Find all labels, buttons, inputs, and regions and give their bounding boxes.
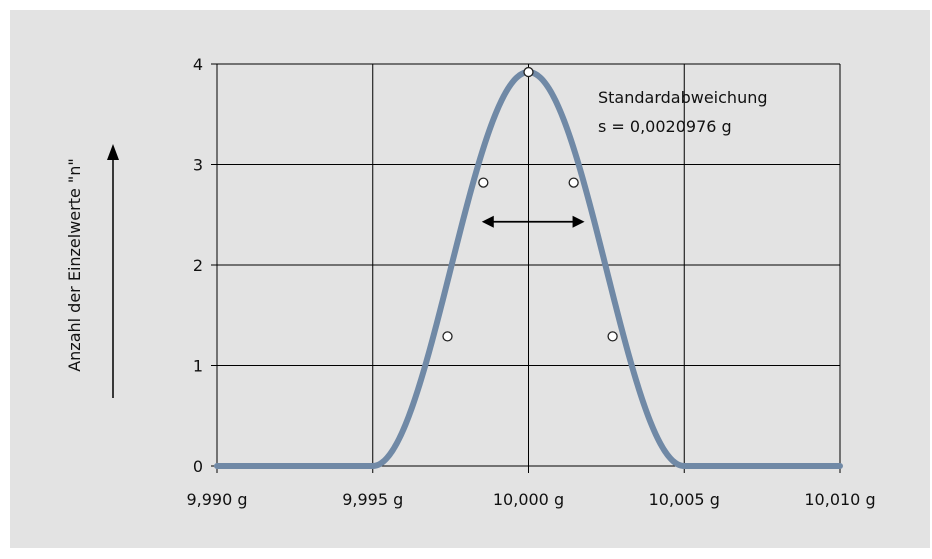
data-point-marker	[478, 177, 489, 188]
x-tick-label: 9,995 g	[342, 490, 403, 509]
x-tick-label: 10,005 g	[649, 490, 720, 509]
data-point-marker	[607, 331, 618, 342]
y-tick-label: 4	[193, 55, 203, 74]
x-tick-labels: 9,990 g 9,995 g 10,000 g 10,005 g 10,010 g	[186, 490, 875, 509]
y-tick-label: 3	[193, 156, 203, 175]
annotation-value: s = 0,0020976 g	[598, 117, 732, 136]
x-tick-label: 10,010 g	[804, 490, 875, 509]
data-point-marker	[442, 331, 453, 342]
data-point-marker	[568, 177, 579, 188]
y-axis-label: Anzahl der Einzelwerte "n"	[65, 158, 84, 372]
annotation-title: Standardabweichung	[598, 88, 768, 107]
data-point-marker	[523, 66, 534, 78]
y-tick-label: 2	[193, 256, 203, 275]
x-tick-label: 9,990 g	[186, 490, 247, 509]
y-axis-arrow	[107, 144, 119, 398]
std-arrow-head-right	[572, 215, 585, 228]
y-tick-label: 1	[193, 357, 203, 376]
y-tick-label: 0	[193, 457, 203, 476]
data-points	[442, 66, 618, 342]
std-arrow-head-left	[481, 215, 494, 228]
grid-lines	[217, 63, 841, 466]
std-dev-arrow	[481, 215, 585, 228]
axes	[211, 63, 841, 473]
y-tick-labels: 0 1 2 3 4	[193, 55, 203, 476]
x-tick-label: 10,000 g	[493, 490, 564, 509]
chart-background	[10, 10, 930, 548]
